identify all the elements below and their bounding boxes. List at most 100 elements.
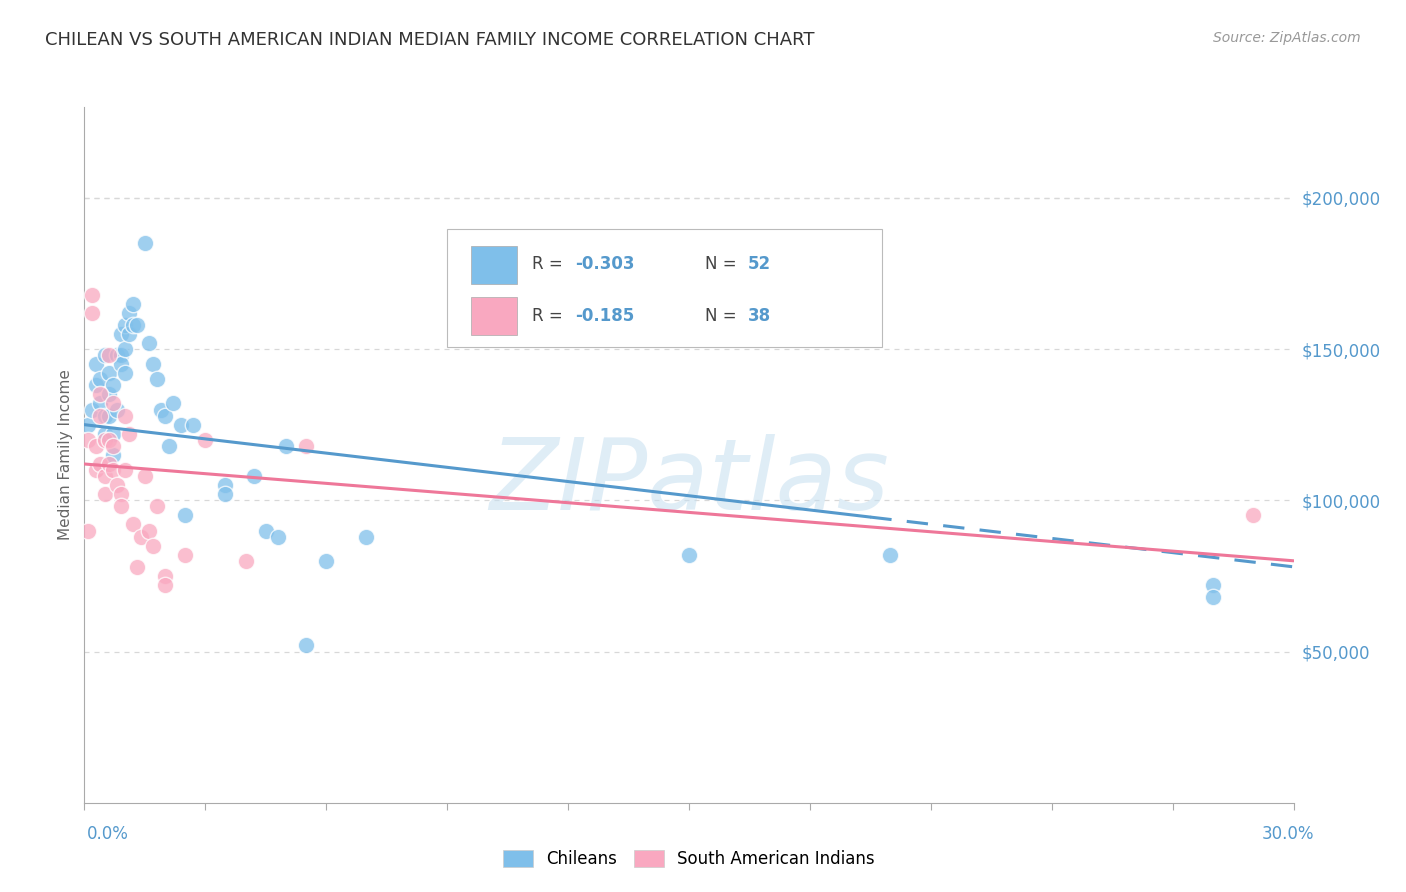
Point	[194, 433, 217, 447]
Point	[214, 478, 236, 492]
Point	[138, 524, 160, 538]
Point	[125, 559, 148, 574]
Point	[97, 409, 120, 423]
Point	[1202, 578, 1225, 592]
Point	[86, 378, 108, 392]
Point	[110, 500, 132, 514]
Point	[274, 439, 297, 453]
Text: N =: N =	[704, 255, 741, 273]
Point	[121, 318, 143, 332]
Point	[86, 357, 108, 371]
Point	[93, 433, 115, 447]
Text: R =: R =	[531, 255, 568, 273]
Point	[142, 357, 165, 371]
Point	[86, 439, 108, 453]
Point	[101, 439, 124, 453]
Point	[82, 402, 104, 417]
Point	[1202, 590, 1225, 604]
Point	[121, 517, 143, 532]
Point	[170, 417, 193, 432]
Point	[134, 236, 156, 251]
Point	[153, 569, 176, 583]
Point	[105, 478, 128, 492]
Point	[114, 318, 136, 332]
Point	[157, 439, 180, 453]
Point	[678, 548, 700, 562]
Point	[181, 417, 204, 432]
Point	[93, 426, 115, 441]
Point	[114, 366, 136, 380]
Text: R =: R =	[531, 307, 568, 325]
Point	[254, 524, 277, 538]
Point	[101, 463, 124, 477]
Point	[1241, 508, 1264, 523]
Text: -0.185: -0.185	[575, 307, 634, 325]
Text: -0.303: -0.303	[575, 255, 634, 273]
Text: 30.0%: 30.0%	[1263, 825, 1315, 843]
Text: ZIPatlas: ZIPatlas	[489, 434, 889, 532]
Point	[162, 396, 184, 410]
Text: N =: N =	[704, 307, 741, 325]
Point	[356, 530, 378, 544]
FancyBboxPatch shape	[447, 229, 883, 347]
Point	[97, 457, 120, 471]
Point	[89, 409, 111, 423]
Text: 52: 52	[748, 255, 772, 273]
Point	[129, 530, 152, 544]
Point	[93, 409, 115, 423]
Point	[235, 554, 257, 568]
Point	[110, 348, 132, 362]
Text: Source: ZipAtlas.com: Source: ZipAtlas.com	[1213, 31, 1361, 45]
Text: 38: 38	[748, 307, 772, 325]
Point	[146, 372, 169, 386]
Point	[174, 548, 197, 562]
Point	[105, 402, 128, 417]
Point	[86, 463, 108, 477]
Point	[97, 387, 120, 401]
Point	[153, 578, 176, 592]
Point	[114, 463, 136, 477]
Point	[142, 539, 165, 553]
Point	[105, 348, 128, 362]
Point	[153, 409, 176, 423]
FancyBboxPatch shape	[471, 297, 517, 335]
Point	[97, 348, 120, 362]
Point	[82, 306, 104, 320]
Point	[138, 336, 160, 351]
Point	[97, 366, 120, 380]
Point	[101, 396, 124, 410]
Point	[879, 548, 901, 562]
Point	[110, 357, 132, 371]
Point	[101, 378, 124, 392]
Point	[295, 439, 318, 453]
Point	[149, 402, 172, 417]
Point	[110, 326, 132, 341]
Text: 0.0%: 0.0%	[87, 825, 129, 843]
Legend: Chileans, South American Indians: Chileans, South American Indians	[496, 843, 882, 875]
Point	[118, 326, 141, 341]
Point	[93, 487, 115, 501]
Point	[82, 287, 104, 301]
Point	[134, 469, 156, 483]
Point	[174, 508, 197, 523]
Point	[89, 372, 111, 386]
Y-axis label: Median Family Income: Median Family Income	[58, 369, 73, 541]
Point	[110, 487, 132, 501]
Point	[93, 348, 115, 362]
Point	[101, 448, 124, 462]
Point	[77, 433, 100, 447]
Point	[295, 639, 318, 653]
Point	[214, 487, 236, 501]
FancyBboxPatch shape	[471, 246, 517, 285]
Point	[242, 469, 264, 483]
Point	[118, 426, 141, 441]
Point	[97, 433, 120, 447]
Point	[146, 500, 169, 514]
Point	[121, 296, 143, 310]
Point	[89, 387, 111, 401]
Point	[315, 554, 337, 568]
Point	[118, 306, 141, 320]
Point	[93, 469, 115, 483]
Point	[77, 417, 100, 432]
Point	[125, 318, 148, 332]
